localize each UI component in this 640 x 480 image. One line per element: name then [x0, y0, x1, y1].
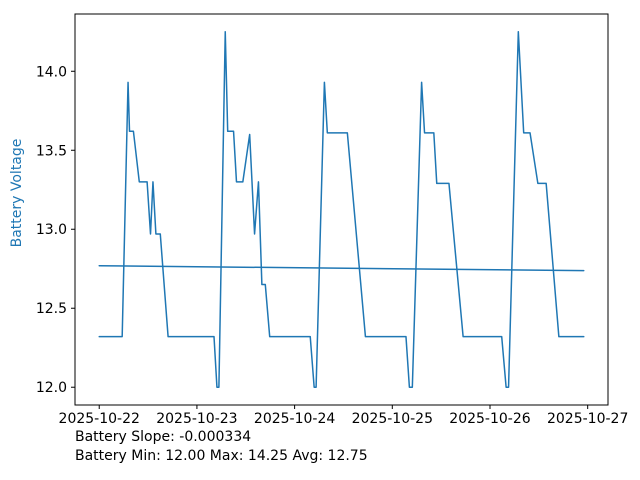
x-tick-label: 2025-10-25	[352, 411, 433, 427]
x-tick-label: 2025-10-24	[254, 411, 335, 427]
y-tick-label: 14.0	[36, 64, 67, 80]
y-tick-label: 13.0	[36, 222, 67, 238]
series-line-battery_trend	[98, 264, 585, 272]
y-tick-label: 12.5	[36, 301, 67, 317]
annotation-slope: Battery Slope: -0.000334	[75, 429, 251, 445]
y-tick-label: 12.0	[36, 380, 67, 396]
x-tick-label: 2025-10-22	[59, 411, 140, 427]
y-axis-label: Battery Voltage	[9, 139, 25, 248]
x-tick-label: 2025-10-27	[547, 411, 628, 427]
x-tick-label: 2025-10-26	[449, 411, 530, 427]
series-line-battery_voltage	[98, 31, 585, 388]
series-layer	[98, 31, 585, 388]
plot-frame	[74, 13, 609, 406]
annotation-min-max-avg: Battery Min: 12.00 Max: 14.25 Avg: 12.75	[75, 448, 368, 464]
ticks-layer: 12.0 12.5 13.0 13.5 14.0 2025-10-22 2025-10-23…	[36, 64, 629, 427]
x-tick-label: 2025-10-23	[156, 411, 237, 427]
y-tick-label: 13.5	[36, 143, 67, 159]
